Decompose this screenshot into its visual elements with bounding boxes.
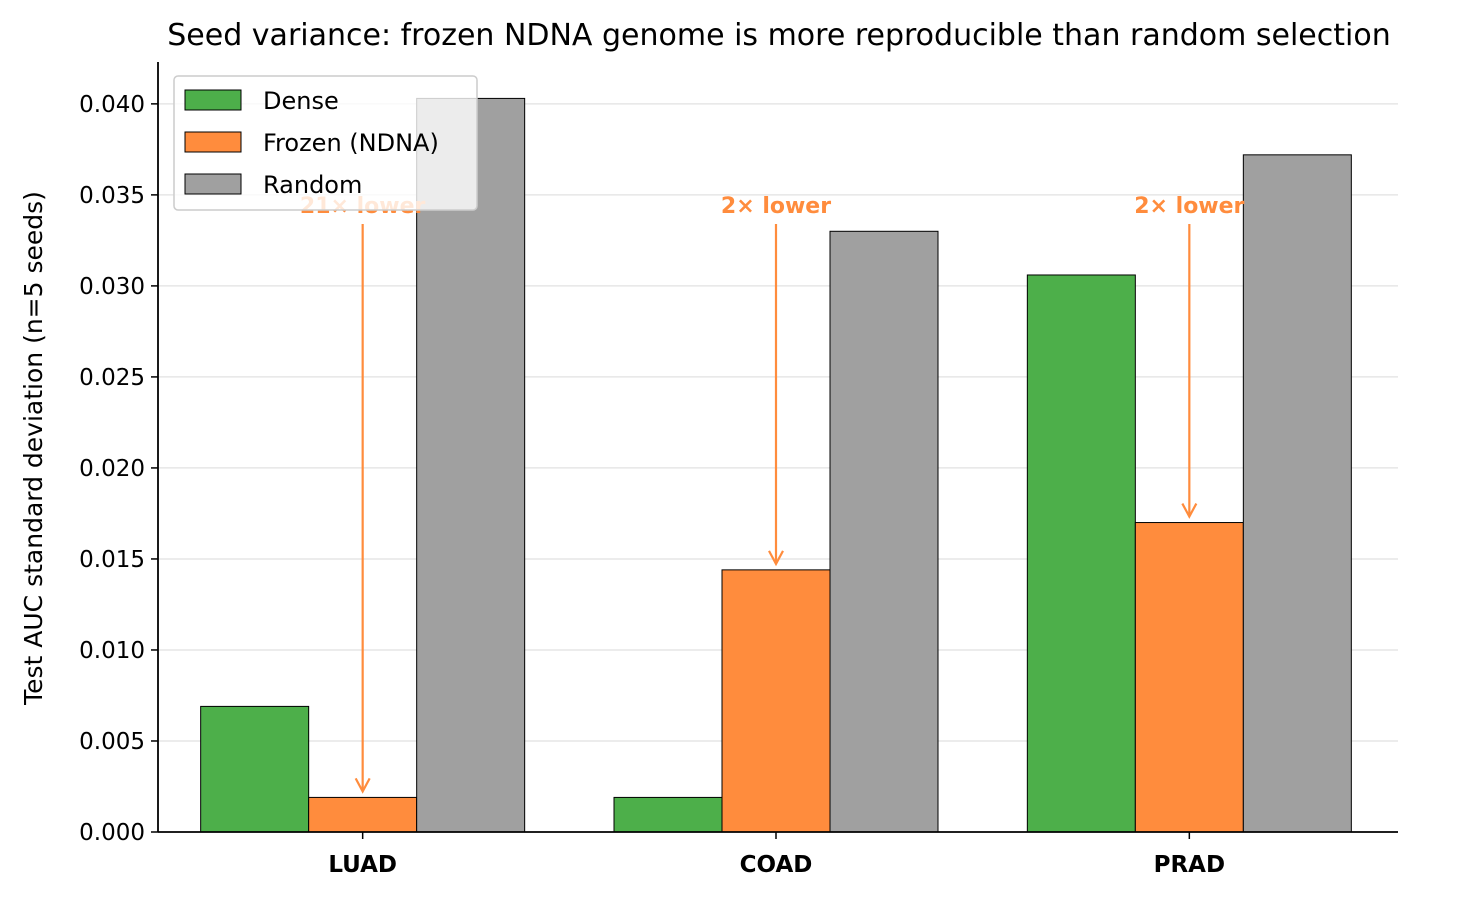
- bar-prad-frozen-ndna: [1134, 522, 1244, 833]
- annotation-label: 2× lower: [1134, 194, 1244, 219]
- annotation-arrowhead: [1181, 503, 1198, 519]
- bar-coad-frozen-ndna: [721, 569, 831, 833]
- y-tick-label: 0.015: [79, 547, 145, 573]
- y-tick-label: 0.020: [79, 456, 145, 482]
- annotation-arrowhead: [768, 550, 784, 567]
- y-axis-label: Test AUC standard deviation (n=5 seeds): [19, 191, 48, 706]
- axes: 0.000 0.005 0.010 0.015 0.020 0.025 0.030 0.035…: [79, 62, 1398, 878]
- bar-luad-dense: [200, 705, 310, 833]
- bar-coad-dense: [613, 796, 723, 833]
- x-tick-label: LUAD: [328, 852, 397, 878]
- legend-label: Frozen (NDNA): [263, 129, 439, 157]
- y-tick-label: 0.000: [79, 820, 145, 846]
- y-tick-label: 0.010: [79, 638, 145, 664]
- legend-swatch: [184, 89, 242, 111]
- legend-label: Dense: [263, 87, 339, 115]
- x-tick-label: PRAD: [1154, 852, 1225, 878]
- y-tick-label: 0.025: [79, 365, 145, 391]
- bar-luad-random: [416, 97, 526, 833]
- legend-box: [173, 75, 478, 211]
- bars: [200, 97, 1352, 833]
- legend-swatch: [184, 131, 242, 153]
- annotation-arrowhead: [354, 777, 371, 794]
- bar-coad-random: [829, 230, 939, 833]
- annotation-label: 2× lower: [721, 194, 831, 219]
- bar-luad-frozen-ndna: [308, 796, 418, 833]
- bar-prad-dense: [1026, 274, 1136, 833]
- x-tick-label: COAD: [740, 852, 813, 878]
- legend: Dense Frozen (NDNA) Random: [173, 75, 478, 211]
- legend-swatch: [184, 173, 242, 195]
- y-tick-label: 0.030: [79, 274, 145, 300]
- chart-title: Seed variance: frozen NDNA genome is mor…: [167, 18, 1390, 53]
- y-tick-label: 0.005: [79, 729, 145, 755]
- bar-prad-random: [1242, 154, 1352, 833]
- legend-label: Random: [263, 171, 362, 199]
- y-tick-label: 0.040: [79, 92, 145, 118]
- y-tick-label: 0.035: [79, 183, 145, 209]
